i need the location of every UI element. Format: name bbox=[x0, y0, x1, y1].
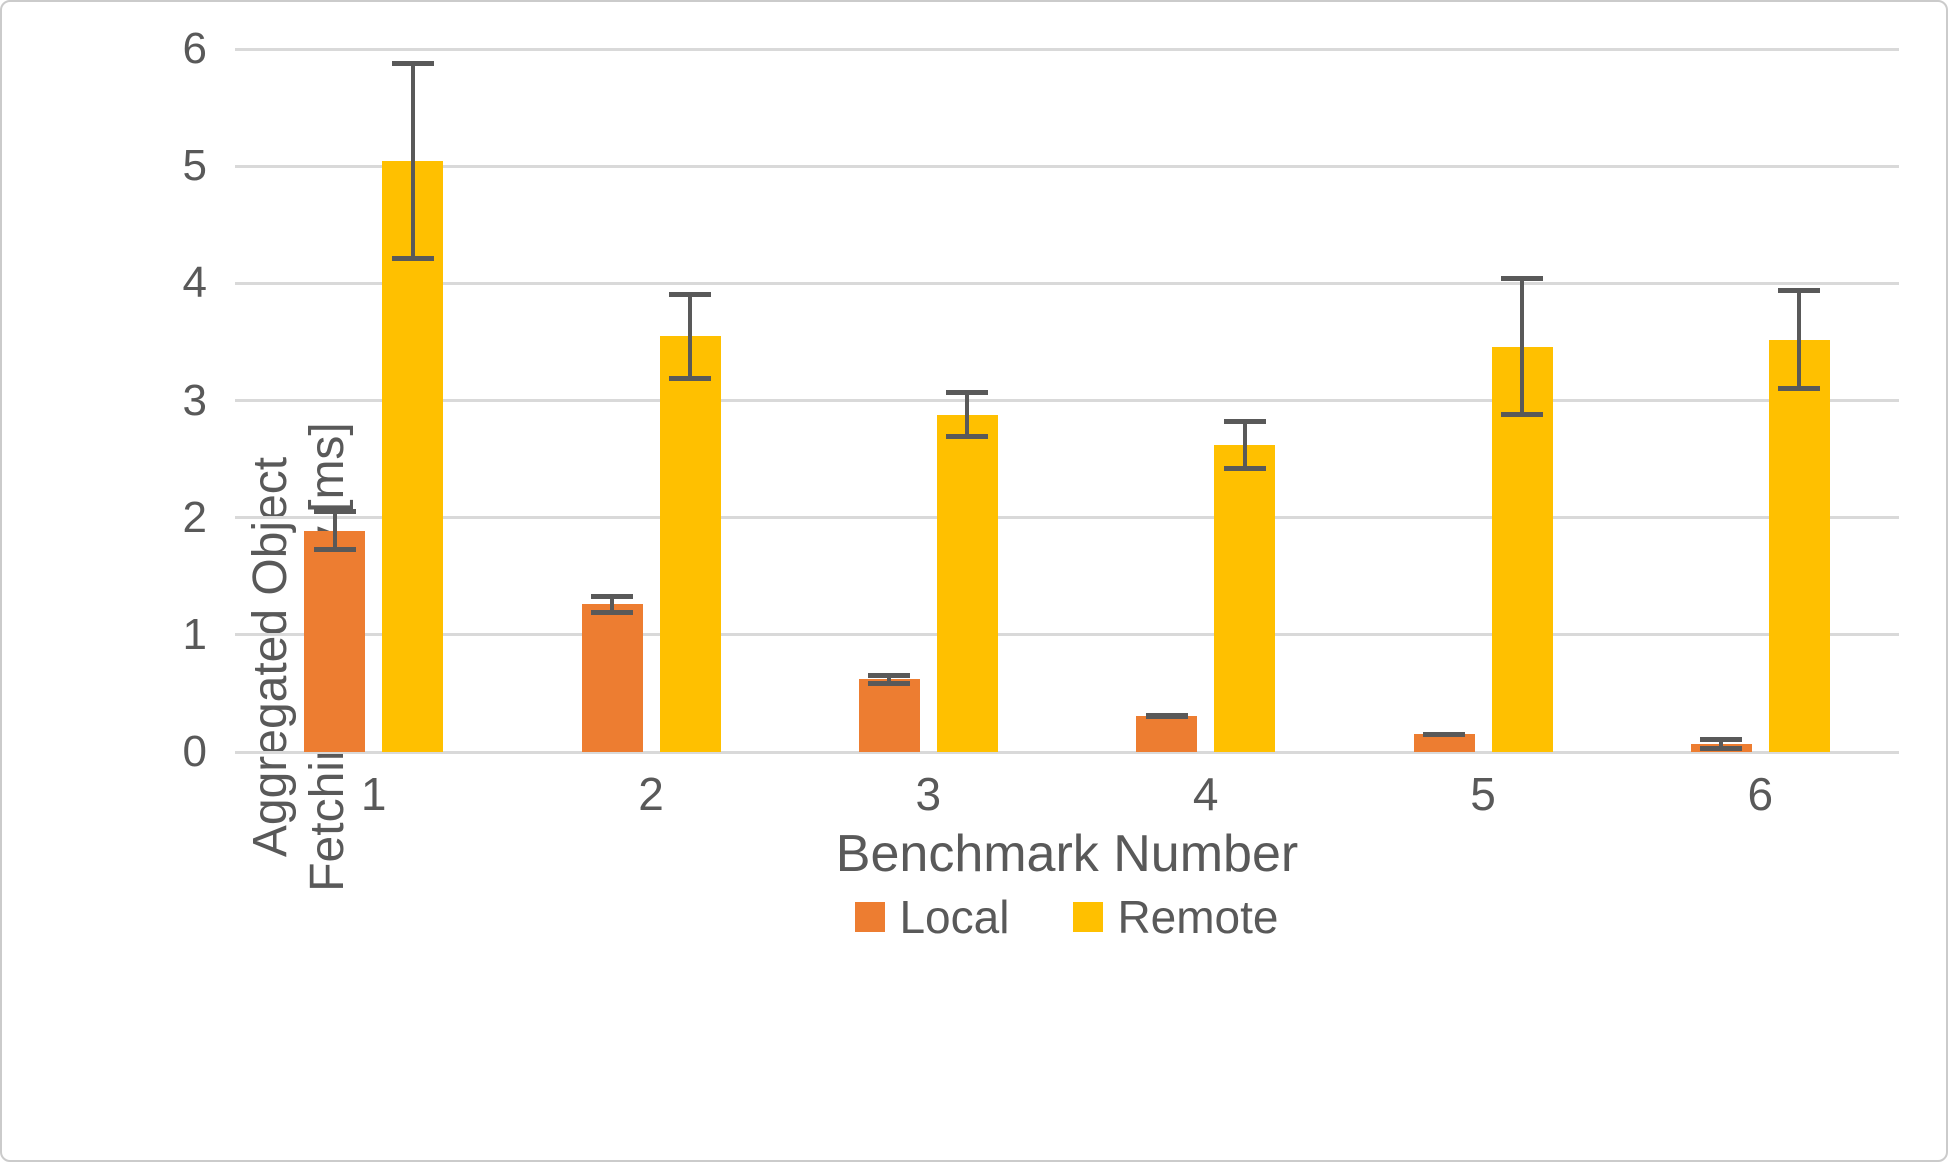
error-bar-stem bbox=[1242, 419, 1247, 471]
x-tick-label-3: 3 bbox=[915, 768, 942, 820]
error-bar-cap-top bbox=[591, 593, 633, 599]
legend: Local Remote bbox=[235, 890, 1899, 944]
error-bar-stem bbox=[887, 673, 892, 687]
error-bar-stem bbox=[965, 389, 970, 440]
error-bar-cap-top bbox=[313, 509, 356, 515]
error-bar-cap-bottom bbox=[946, 434, 989, 440]
x-tick-label-1: 1 bbox=[360, 768, 387, 820]
error-bar-local-3 bbox=[859, 673, 920, 687]
error-bar-cap-bottom bbox=[868, 681, 911, 687]
error-bar-cap-top bbox=[946, 389, 989, 395]
bar-remote-6 bbox=[1768, 339, 1830, 752]
legend-item-local: Local bbox=[855, 890, 1009, 944]
x-tick-label-5: 5 bbox=[1470, 768, 1496, 820]
error-bar-stem bbox=[410, 60, 415, 262]
gridline-y6 bbox=[235, 47, 1899, 51]
error-bar-remote-5 bbox=[1492, 276, 1553, 417]
legend-item-remote: Remote bbox=[1073, 890, 1279, 944]
error-bar-local-2 bbox=[582, 593, 643, 615]
error-bar-remote-4 bbox=[1214, 419, 1275, 471]
error-bar-cap-bottom bbox=[313, 546, 356, 552]
legend-label-local: Local bbox=[899, 891, 1010, 943]
error-bar-cap-top bbox=[1223, 419, 1266, 425]
error-bar-cap-top bbox=[391, 60, 434, 66]
error-bar-local-4 bbox=[1136, 713, 1197, 720]
error-bar-cap-bottom bbox=[1501, 411, 1543, 417]
x-tick-label-2: 2 bbox=[638, 768, 664, 820]
x-axis-title: Benchmark Number bbox=[835, 825, 1299, 883]
error-bar-local-1 bbox=[304, 509, 365, 552]
error-bar-stem bbox=[610, 593, 614, 615]
bar-remote-2 bbox=[659, 336, 721, 752]
error-bar-local-6 bbox=[1691, 736, 1752, 751]
error-bar-local-5 bbox=[1414, 731, 1475, 738]
bar-local-3 bbox=[858, 679, 920, 752]
error-bar-cap-bottom bbox=[1223, 465, 1266, 471]
error-bar-cap-bottom bbox=[1700, 745, 1743, 751]
error-bar-cap-bottom bbox=[669, 375, 711, 381]
x-tick-label-4: 4 bbox=[1192, 768, 1219, 820]
error-bar-stem bbox=[332, 509, 337, 552]
bar-local-1 bbox=[304, 530, 366, 752]
error-bar-cap-bottom bbox=[1778, 386, 1821, 392]
error-bar-cap-bottom bbox=[391, 256, 434, 262]
gridline-y0 bbox=[235, 750, 1899, 754]
error-bar-cap-top bbox=[1501, 276, 1543, 282]
y-tick-label-5: 5 bbox=[182, 141, 207, 191]
gridline-y3 bbox=[235, 399, 1899, 402]
error-bar-remote-3 bbox=[937, 389, 998, 440]
y-tick-label-0: 0 bbox=[182, 727, 207, 776]
error-bar-cap-top bbox=[868, 673, 911, 679]
bar-local-2 bbox=[581, 604, 643, 752]
legend-swatch-remote bbox=[1073, 902, 1104, 932]
bar-remote-3 bbox=[936, 414, 998, 752]
bar-remote-4 bbox=[1214, 445, 1276, 752]
error-bar-cap-bottom bbox=[1423, 731, 1465, 737]
error-bar-stem bbox=[1797, 288, 1802, 392]
error-bar-cap-bottom bbox=[591, 609, 633, 615]
error-bar-stem bbox=[1719, 736, 1724, 751]
error-bar-cap-top bbox=[1778, 288, 1821, 294]
error-bar-remote-1 bbox=[382, 60, 443, 262]
y-tick-label-3: 3 bbox=[182, 375, 207, 425]
bar-local-4 bbox=[1136, 715, 1198, 752]
error-bar-cap-bottom bbox=[1145, 714, 1188, 720]
y-tick-label-6: 6 bbox=[182, 24, 207, 73]
gridline-y5 bbox=[235, 164, 1899, 168]
error-bar-cap-top bbox=[1700, 736, 1743, 742]
x-tick-label-6: 6 bbox=[1747, 768, 1774, 820]
gridline-y2 bbox=[235, 516, 1899, 520]
bar-local-5 bbox=[1413, 734, 1475, 752]
y-tick-label-1: 1 bbox=[182, 609, 207, 659]
error-bar-stem bbox=[1520, 276, 1524, 417]
gridline-y4 bbox=[235, 281, 1899, 285]
y-tick-label-2: 2 bbox=[182, 492, 207, 542]
gridline-y1 bbox=[235, 633, 1899, 637]
legend-swatch-local bbox=[855, 902, 886, 932]
legend-label-remote: Remote bbox=[1117, 891, 1279, 943]
error-bar-remote-6 bbox=[1769, 288, 1830, 392]
error-bar-stem bbox=[688, 291, 692, 381]
plot-area bbox=[235, 47, 1899, 754]
error-bar-cap-top bbox=[669, 291, 711, 297]
error-bar-remote-2 bbox=[660, 291, 721, 381]
y-tick-label-4: 4 bbox=[182, 258, 207, 308]
